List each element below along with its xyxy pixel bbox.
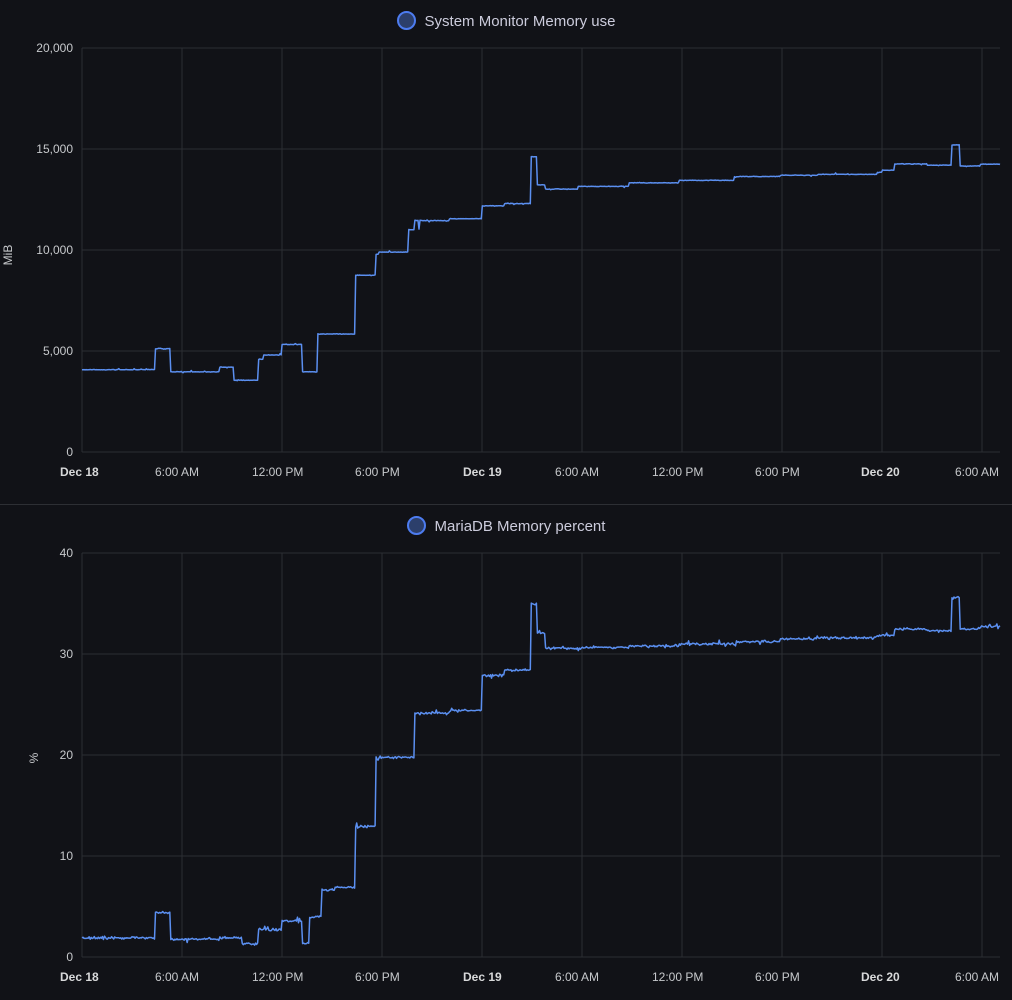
svg-text:Dec 20: Dec 20 (861, 970, 900, 984)
svg-text:6:00 AM: 6:00 AM (555, 970, 599, 984)
svg-text:6:00 AM: 6:00 AM (155, 465, 199, 479)
svg-text:5,000: 5,000 (43, 344, 73, 358)
svg-text:6:00 AM: 6:00 AM (955, 970, 999, 984)
svg-text:6:00 PM: 6:00 PM (755, 465, 800, 479)
svg-text:6:00 PM: 6:00 PM (355, 970, 400, 984)
svg-text:15,000: 15,000 (36, 142, 73, 156)
svg-text:MiB: MiB (1, 245, 15, 266)
svg-text:12:00 PM: 12:00 PM (652, 970, 703, 984)
svg-text:Dec 19: Dec 19 (463, 465, 502, 479)
svg-text:6:00 PM: 6:00 PM (355, 465, 400, 479)
svg-text:30: 30 (60, 647, 74, 661)
svg-text:6:00 PM: 6:00 PM (755, 970, 800, 984)
svg-text:12:00 PM: 12:00 PM (652, 465, 703, 479)
svg-text:20,000: 20,000 (36, 41, 73, 55)
svg-text:Dec 18: Dec 18 (60, 465, 99, 479)
svg-text:10,000: 10,000 (36, 243, 73, 257)
svg-text:Dec 19: Dec 19 (463, 970, 502, 984)
svg-text:10: 10 (60, 849, 74, 863)
svg-text:40: 40 (60, 546, 74, 560)
svg-text:%: % (27, 752, 41, 763)
svg-text:0: 0 (66, 950, 73, 964)
svg-text:6:00 AM: 6:00 AM (955, 465, 999, 479)
svg-text:0: 0 (66, 445, 73, 459)
svg-text:6:00 AM: 6:00 AM (555, 465, 599, 479)
svg-text:Dec 20: Dec 20 (861, 465, 900, 479)
svg-text:Dec 18: Dec 18 (60, 970, 99, 984)
svg-text:12:00 PM: 12:00 PM (252, 970, 303, 984)
svg-text:20: 20 (60, 748, 74, 762)
svg-text:6:00 AM: 6:00 AM (155, 970, 199, 984)
svg-text:12:00 PM: 12:00 PM (252, 465, 303, 479)
